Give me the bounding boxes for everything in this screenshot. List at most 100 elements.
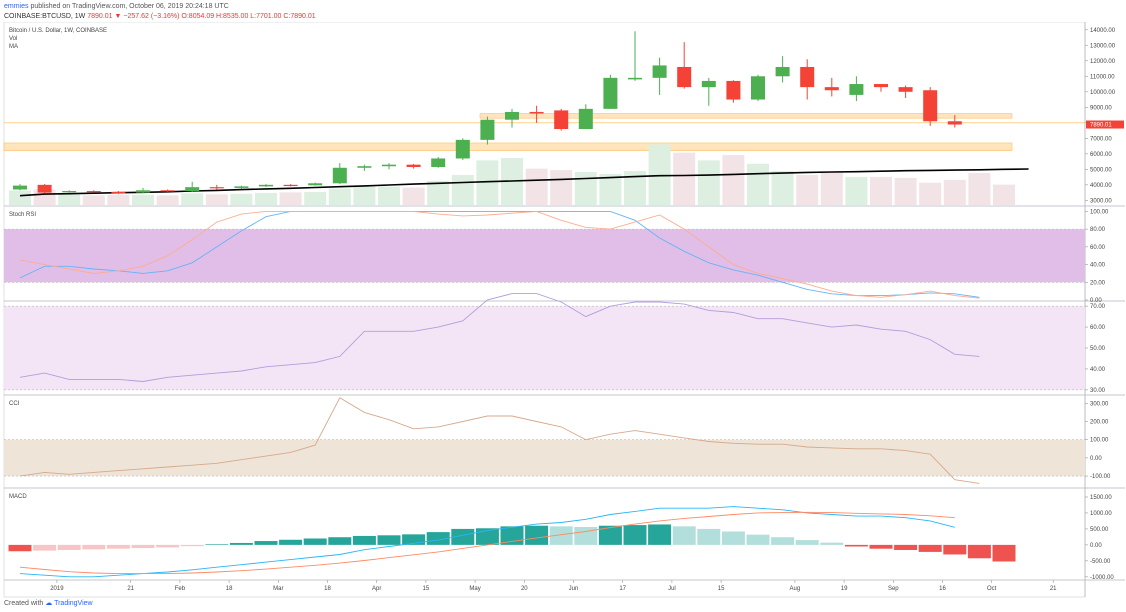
- volume-bar: [525, 168, 548, 205]
- candle-body: [603, 77, 618, 109]
- macd-histogram-bar: [623, 525, 647, 545]
- x-tick-label: 19: [841, 586, 848, 592]
- volume-bar: [771, 171, 794, 205]
- macd-histogram-bar: [525, 525, 549, 545]
- trading-chart[interactable]: Bitcoin / U.S. Dollar, 1W, COINBASE Vol MA…: [0, 22, 1126, 612]
- stoch-rsi-y-tick-label: 40.00: [1090, 263, 1106, 269]
- candle-body: [849, 84, 864, 95]
- tradingview-brand[interactable]: TradingView: [54, 600, 93, 607]
- stoch-rsi-y-tick-label: 80.00: [1090, 227, 1106, 233]
- volume-bar: [624, 171, 646, 205]
- macd-histogram-bar: [229, 542, 253, 545]
- macd-series-line: [19, 506, 955, 578]
- candle-body: [677, 66, 692, 88]
- volume-bar: [9, 190, 31, 205]
- volume-bar: [968, 173, 991, 205]
- macd-histogram-bar: [844, 544, 868, 547]
- y-tick-label: 11000.00: [1090, 74, 1115, 80]
- macd-histogram-bar: [352, 535, 376, 545]
- candle-body: [554, 110, 569, 130]
- x-tick-label: Oct: [987, 586, 997, 592]
- candle-body: [86, 191, 101, 193]
- volume-bar: [993, 184, 1015, 205]
- cci-y-tick-label: 300.00: [1090, 401, 1109, 407]
- candle-body: [751, 76, 765, 100]
- macd-histogram-bar: [894, 544, 918, 550]
- moving-average-line: [19, 168, 1029, 197]
- volume-bar: [870, 176, 892, 205]
- macd-histogram-bar: [131, 544, 155, 549]
- macd-histogram-bar: [549, 526, 573, 545]
- macd-histogram-bar: [746, 534, 770, 545]
- macd-histogram-bar: [57, 544, 81, 550]
- macd-histogram-bar: [820, 542, 844, 545]
- candle-body: [775, 66, 790, 77]
- candle-body: [382, 164, 396, 167]
- y-tick-label: 7000.00: [1090, 136, 1112, 142]
- candle-body: [160, 190, 175, 192]
- price-legend-label: MA: [9, 44, 18, 50]
- volume-bar: [747, 163, 769, 205]
- candle-body: [701, 80, 716, 88]
- x-tick-label: Aug: [790, 586, 801, 592]
- x-tick-label: Jul: [668, 586, 676, 592]
- rsi-y-tick-label: 50.00: [1090, 346, 1106, 352]
- rsi-series-line: [19, 293, 980, 382]
- x-tick-label: Feb: [175, 586, 186, 592]
- volume-bar: [328, 188, 351, 205]
- macd-label: MACD: [9, 494, 27, 500]
- volume-bar: [230, 193, 253, 205]
- candle-body: [234, 186, 249, 188]
- macd-histogram-bar: [156, 544, 180, 548]
- macd-histogram-bar: [869, 544, 893, 549]
- macd-histogram-bar: [574, 526, 598, 545]
- x-tick-label: 15: [718, 586, 725, 592]
- volume-bar: [451, 174, 474, 205]
- candle-body: [185, 187, 200, 192]
- x-tick-label: 21: [1050, 586, 1057, 592]
- x-tick-label: May: [469, 586, 480, 592]
- candle-body: [209, 187, 224, 189]
- macd-y-tick-label: -1000.00: [1090, 575, 1114, 581]
- volume-bar: [132, 194, 154, 205]
- tradingview-logo-icon[interactable]: ☁: [45, 600, 53, 607]
- macd-histogram-bar: [106, 544, 130, 549]
- ohlc-values: O:8054.09 H:8535.00 L:7701.00 C:7890.01: [181, 13, 316, 20]
- macd-histogram-bar: [943, 544, 967, 555]
- macd-y-tick-label: 500.00: [1090, 527, 1109, 533]
- volume-bar: [255, 192, 277, 205]
- stoch-rsi-label: Stoch RSI: [9, 212, 36, 218]
- macd-histogram-bar: [8, 544, 32, 552]
- macd-histogram-bar: [697, 528, 721, 545]
- macd-histogram-bar: [721, 531, 745, 545]
- macd-histogram-bar: [82, 544, 106, 550]
- macd-histogram-bar: [180, 544, 204, 547]
- author-name[interactable]: emmies: [4, 3, 29, 10]
- x-tick-label: 16: [939, 586, 946, 592]
- candle-body: [800, 66, 815, 88]
- macd-histogram-bar: [33, 544, 57, 551]
- volume-bar: [550, 170, 573, 205]
- candle-body: [529, 111, 544, 114]
- x-tick-label: 20: [521, 586, 528, 592]
- macd-y-tick-label: 1000.00: [1090, 511, 1112, 517]
- y-tick-label: 13000.00: [1090, 43, 1116, 49]
- stoch-rsi-y-tick-label: 20.00: [1090, 280, 1106, 286]
- y-tick-label: 14000.00: [1090, 28, 1116, 34]
- candle-body: [874, 84, 888, 88]
- rsi-y-tick-label: 70.00: [1090, 304, 1106, 310]
- candle-body: [480, 119, 495, 140]
- x-tick-label: 18: [324, 586, 331, 592]
- candle-body: [62, 191, 77, 193]
- macd-y-tick-label: 1500.00: [1090, 495, 1112, 501]
- volume-bar: [58, 194, 81, 205]
- price-change: −257.62 (−3.16%): [123, 13, 180, 20]
- y-tick-label: 12000.00: [1090, 59, 1116, 65]
- volume-bar: [156, 195, 179, 205]
- candle-body: [13, 185, 27, 190]
- rsi-y-tick-label: 60.00: [1090, 325, 1106, 331]
- volume-bar: [378, 186, 400, 205]
- symbol-header: COINBASE:BTCUSD, 1W 7890.01 ▼ −257.62 (−…: [4, 12, 316, 22]
- y-tick-label: 6000.00: [1090, 152, 1112, 158]
- macd-histogram-bar: [771, 537, 795, 545]
